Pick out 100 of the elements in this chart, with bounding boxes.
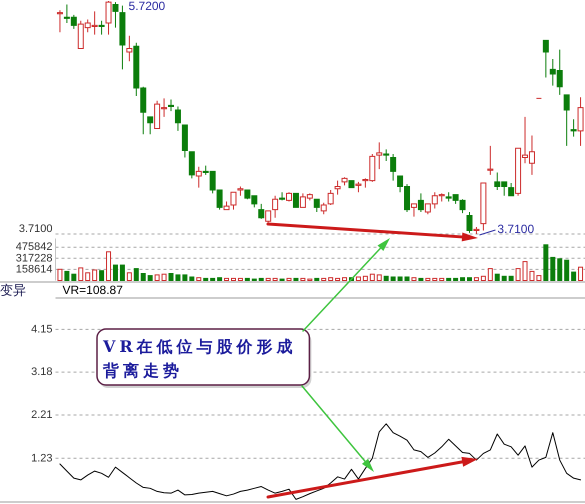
candlestick	[258, 203, 264, 220]
bar	[362, 276, 368, 281]
bar	[230, 278, 236, 281]
bar	[321, 278, 326, 281]
candlestick	[112, 2, 118, 28]
bar	[543, 244, 548, 281]
bar	[286, 278, 292, 281]
candlestick	[320, 202, 327, 215]
candlestick	[578, 96, 584, 146]
ref-line-label: 3.7100	[497, 222, 534, 236]
candlestick	[272, 195, 278, 218]
candlestick	[542, 40, 549, 78]
annotation: 5.7200	[128, 0, 166, 13]
bar	[217, 277, 222, 281]
bar	[529, 270, 534, 281]
candlestick	[182, 124, 188, 158]
bar	[168, 273, 174, 281]
y-tick-label: 1.23	[31, 452, 52, 464]
text: 3.7100	[18, 223, 52, 235]
bar	[148, 275, 153, 281]
candlestick	[237, 186, 244, 196]
bar	[508, 276, 514, 281]
bar	[571, 272, 576, 281]
bar	[272, 278, 278, 281]
bar	[106, 251, 112, 281]
y-tick-label: 2.21	[31, 409, 52, 422]
bar	[446, 278, 452, 281]
candlestick	[348, 180, 354, 188]
candlestick	[328, 189, 334, 206]
bar	[196, 277, 202, 281]
bar	[335, 278, 340, 281]
candlestick	[56, 10, 63, 33]
bar	[466, 277, 472, 281]
candlestick	[292, 192, 299, 208]
candlestick	[265, 210, 272, 223]
candlestick	[174, 106, 181, 132]
bar	[224, 278, 230, 281]
bar	[404, 276, 410, 281]
bar	[99, 270, 104, 281]
bar	[182, 274, 188, 281]
bar	[154, 274, 160, 281]
bar	[376, 274, 382, 281]
candlestick	[342, 176, 348, 186]
candlestick	[334, 180, 341, 196]
bar	[189, 276, 194, 281]
bar	[536, 275, 542, 281]
y-tick-label: 158614	[16, 263, 52, 276]
bar	[384, 276, 389, 281]
candlestick	[119, 5, 126, 70]
text: 变异	[0, 282, 26, 298]
candlestick	[314, 198, 320, 212]
bar	[57, 268, 62, 281]
bar	[516, 268, 521, 281]
bar	[474, 277, 479, 281]
candlestick	[508, 182, 514, 196]
bar	[370, 274, 375, 281]
candlestick	[383, 148, 390, 162]
candlestick	[376, 142, 382, 170]
candlestick	[106, 0, 112, 36]
y-tick-label: 317228	[16, 252, 52, 264]
bar	[398, 276, 403, 281]
bar	[480, 276, 486, 281]
candlestick	[196, 166, 202, 188]
bar	[71, 274, 76, 281]
candlestick	[390, 154, 396, 182]
candlestick	[480, 182, 486, 232]
bar	[578, 266, 584, 281]
bar	[418, 278, 424, 281]
bar	[342, 277, 348, 281]
bar	[522, 261, 528, 281]
chart-title: VR=108.87	[62, 283, 124, 297]
candlestick	[355, 181, 362, 193]
line-series	[59, 423, 582, 500]
bar	[293, 278, 298, 281]
bar	[120, 264, 125, 281]
candlestick	[410, 203, 417, 218]
candlestick	[487, 145, 494, 176]
y-tick-label: 3.18	[31, 366, 52, 378]
candlestick	[279, 192, 286, 201]
bar	[390, 276, 396, 281]
bar	[244, 278, 250, 281]
bar	[92, 270, 98, 281]
candlestick	[564, 94, 570, 146]
bar	[356, 276, 361, 281]
candlestick	[147, 116, 154, 135]
bar	[488, 268, 493, 281]
annotation: VR在低位与股价形成背离走势	[102, 337, 297, 380]
bar	[300, 278, 306, 281]
candlestick	[418, 192, 424, 212]
candlestick	[126, 35, 132, 62]
bar	[425, 278, 430, 281]
candlestick	[286, 192, 292, 202]
bar	[266, 278, 271, 281]
candlestick	[188, 151, 195, 179]
candlestick	[168, 99, 174, 112]
bar	[126, 272, 132, 281]
bar	[210, 278, 216, 281]
bar	[203, 278, 208, 281]
candlestick	[230, 192, 236, 210]
y-tick-label: 4.15	[31, 323, 52, 336]
